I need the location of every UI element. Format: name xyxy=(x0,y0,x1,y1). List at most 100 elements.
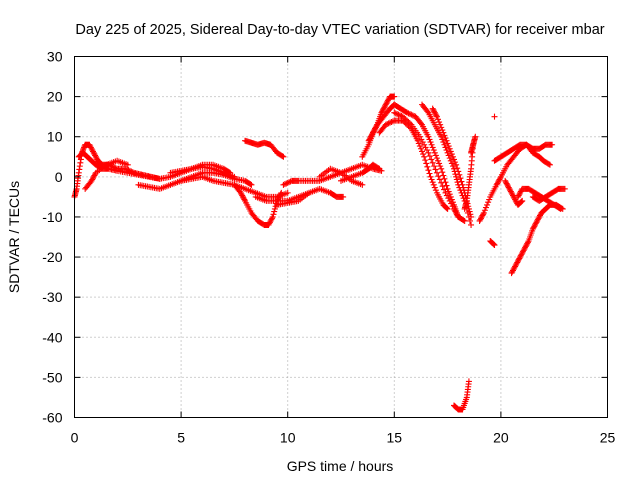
data-point xyxy=(406,120,413,127)
data-point xyxy=(227,169,234,176)
data-point xyxy=(404,117,411,124)
data-point xyxy=(389,118,396,125)
data-point xyxy=(437,163,444,170)
data-point xyxy=(265,221,272,228)
data-point xyxy=(446,155,453,162)
data-point xyxy=(239,192,246,199)
data-point xyxy=(380,105,387,112)
series-arc14 xyxy=(359,93,398,160)
data-point xyxy=(457,175,464,182)
data-point xyxy=(396,112,403,119)
data-point xyxy=(278,189,285,196)
y-tick-label: 20 xyxy=(47,89,63,105)
data-point xyxy=(447,157,454,164)
data-point xyxy=(507,188,514,195)
data-point xyxy=(415,140,422,147)
data-point xyxy=(92,153,99,160)
data-point xyxy=(272,203,279,210)
data-point xyxy=(478,213,485,220)
data-point xyxy=(237,189,244,196)
data-point xyxy=(493,181,500,188)
data-point xyxy=(385,120,392,127)
data-point xyxy=(409,112,416,119)
data-point xyxy=(460,217,467,224)
data-point xyxy=(449,203,456,210)
data-point xyxy=(507,187,514,194)
data-point xyxy=(384,121,391,128)
data-point xyxy=(387,119,394,126)
data-point xyxy=(379,106,386,113)
data-point xyxy=(515,192,522,199)
data-point xyxy=(392,110,399,117)
data-point xyxy=(438,124,445,131)
data-point xyxy=(512,196,519,203)
data-point xyxy=(444,140,451,147)
data-point xyxy=(441,175,448,182)
data-point xyxy=(266,219,273,226)
data-point xyxy=(401,115,408,122)
data-point xyxy=(561,185,568,192)
data-point xyxy=(522,243,529,250)
x-tick-label: 15 xyxy=(387,430,403,446)
data-point xyxy=(276,192,283,199)
data-point xyxy=(381,104,388,111)
data-point xyxy=(509,267,516,274)
data-point xyxy=(359,181,366,188)
data-point xyxy=(436,160,443,167)
data-point xyxy=(428,141,435,148)
data-point xyxy=(88,145,95,152)
data-point xyxy=(443,137,450,144)
data-point xyxy=(511,195,518,202)
data-point xyxy=(512,262,519,269)
data-point xyxy=(372,124,379,131)
data-point xyxy=(369,131,376,138)
series-arc25 xyxy=(508,201,566,277)
data-point xyxy=(439,136,446,143)
data-point xyxy=(424,163,431,170)
data-point xyxy=(277,191,284,198)
data-point xyxy=(404,109,411,116)
data-point xyxy=(431,163,438,170)
data-point xyxy=(438,179,445,186)
data-point xyxy=(508,270,515,277)
data-point xyxy=(436,176,443,183)
data-point xyxy=(446,191,453,198)
data-point xyxy=(442,179,449,186)
data-point xyxy=(472,133,479,140)
data-point xyxy=(439,183,446,190)
data-point xyxy=(444,205,451,212)
data-point xyxy=(456,171,463,178)
data-point xyxy=(460,184,467,191)
data-point xyxy=(422,157,429,164)
data-point xyxy=(445,188,452,195)
data-point xyxy=(371,127,378,134)
data-point xyxy=(384,97,391,104)
data-point xyxy=(89,148,96,155)
data-point xyxy=(521,246,528,253)
data-point xyxy=(512,263,519,270)
data-point xyxy=(238,191,245,198)
data-point xyxy=(441,186,448,193)
data-point xyxy=(517,254,524,261)
data-point xyxy=(431,109,438,116)
data-point xyxy=(283,180,290,187)
data-point xyxy=(382,101,389,108)
data-point xyxy=(517,189,524,196)
data-point xyxy=(416,143,423,150)
data-point xyxy=(477,216,484,223)
data-point xyxy=(454,165,461,172)
data-point xyxy=(369,129,376,136)
data-point xyxy=(379,108,386,115)
data-point xyxy=(443,192,450,199)
data-point xyxy=(378,109,385,116)
y-tick-label: -60 xyxy=(42,410,62,426)
data-point xyxy=(443,204,450,211)
data-point xyxy=(124,161,131,168)
data-point xyxy=(496,176,503,183)
data-point xyxy=(399,113,406,120)
series-arc17 xyxy=(391,109,468,224)
data-point xyxy=(427,139,434,146)
data-point xyxy=(495,177,502,184)
data-point xyxy=(480,211,487,218)
